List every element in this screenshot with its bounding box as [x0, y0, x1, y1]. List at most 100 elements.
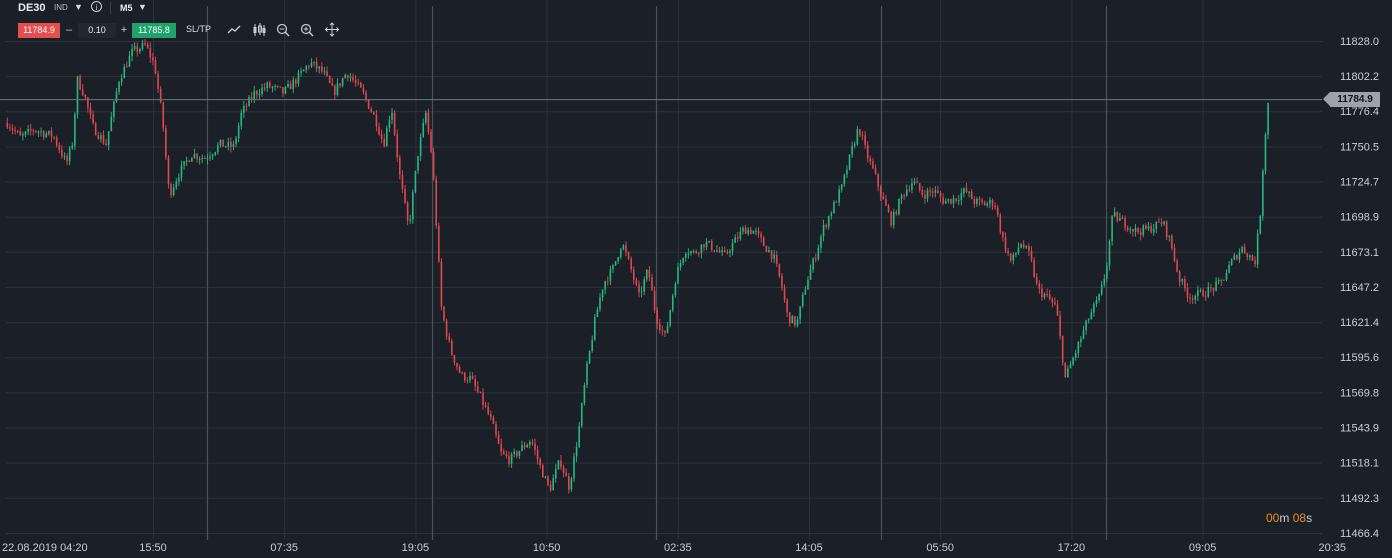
candle	[1087, 318, 1090, 324]
candle	[1171, 234, 1173, 251]
candle	[765, 245, 768, 253]
candle	[1020, 243, 1022, 249]
candle	[81, 83, 84, 96]
candle	[947, 198, 950, 204]
candle	[874, 164, 877, 175]
candle	[809, 264, 812, 280]
candle	[16, 129, 19, 134]
volume-input[interactable]: 0.10	[78, 23, 116, 38]
candle	[37, 130, 40, 137]
candle	[918, 182, 921, 193]
candle	[219, 139, 222, 148]
candle	[939, 190, 942, 203]
volume-increase-button[interactable]: +	[120, 24, 128, 36]
candle	[276, 85, 279, 89]
timeframe-select[interactable]: M5	[120, 3, 133, 13]
candle	[957, 195, 960, 206]
candle	[703, 243, 705, 252]
candle	[35, 130, 37, 134]
candle	[175, 177, 178, 190]
candle	[541, 463, 544, 478]
line-chart-icon[interactable]	[226, 21, 242, 39]
candle	[292, 76, 295, 94]
candle	[996, 204, 999, 217]
candle	[1178, 270, 1181, 287]
candle	[461, 371, 464, 375]
candle	[1082, 325, 1085, 340]
candle	[885, 194, 887, 206]
candle	[656, 307, 658, 330]
candle	[814, 253, 817, 263]
info-icon[interactable]: i	[91, 1, 102, 12]
chart-toolbar: DE30 IND ▼ i M5 ▼ 11784.9 – 0.10 + 11785…	[0, 0, 360, 44]
candle	[994, 202, 996, 210]
candle	[313, 61, 315, 67]
candle	[638, 280, 640, 298]
zoom-out-icon[interactable]	[275, 21, 291, 39]
candle	[1246, 253, 1249, 261]
pan-icon[interactable]	[324, 21, 340, 39]
candle	[263, 82, 266, 92]
candle	[287, 80, 289, 89]
candle	[757, 227, 760, 238]
symbol-name[interactable]: DE30	[18, 2, 46, 14]
candle	[1241, 245, 1243, 254]
candle	[453, 354, 456, 366]
candle	[1220, 278, 1223, 286]
candle	[456, 362, 458, 371]
candle	[970, 189, 973, 200]
sltp-button[interactable]: SL/TP	[186, 24, 212, 34]
candle	[1210, 283, 1212, 293]
candle	[495, 421, 497, 439]
candle	[1108, 239, 1111, 271]
symbol-dropdown-icon[interactable]: ▼	[74, 2, 83, 12]
candle	[965, 183, 968, 194]
y-tick-label: 11673.1	[1340, 247, 1379, 259]
candle	[739, 227, 742, 241]
current-price-tag: 11784.9	[1323, 92, 1380, 108]
candle	[440, 258, 443, 311]
candle	[1124, 215, 1126, 231]
candle	[986, 201, 989, 208]
candle	[1004, 232, 1007, 254]
candle	[1202, 287, 1204, 297]
candle	[1025, 245, 1028, 249]
candle	[152, 52, 154, 66]
candle	[552, 474, 554, 491]
candle	[848, 154, 851, 171]
candle	[747, 226, 749, 236]
candle	[755, 227, 757, 236]
candle	[230, 137, 232, 153]
candles-icon[interactable]	[251, 21, 267, 39]
candle	[567, 472, 570, 494]
x-tick-label: 20:35	[1318, 542, 1346, 554]
candle	[944, 198, 947, 204]
y-tick-label: 11698.9	[1340, 212, 1379, 224]
candle	[32, 128, 35, 136]
candle	[1238, 248, 1241, 264]
candle	[1051, 297, 1054, 308]
candle	[63, 152, 66, 160]
candle	[388, 115, 391, 132]
sell-button[interactable]: 11784.9	[18, 23, 60, 38]
zoom-in-icon[interactable]	[299, 21, 315, 39]
candle	[526, 443, 529, 448]
candle	[1225, 269, 1228, 282]
buy-button[interactable]: 11785.8	[132, 23, 176, 38]
candle	[716, 245, 718, 253]
candle	[827, 215, 830, 230]
candle	[926, 187, 929, 202]
y-tick-label: 11466.4	[1340, 528, 1379, 540]
candle	[419, 133, 422, 161]
y-tick-label: 11802.2	[1340, 71, 1379, 83]
candle	[1085, 319, 1087, 335]
candle	[521, 440, 523, 452]
volume-decrease-button[interactable]: –	[65, 24, 73, 36]
candle	[308, 65, 310, 70]
candle	[1090, 308, 1093, 320]
timeframe-dropdown-icon[interactable]: ▼	[138, 2, 147, 12]
candle	[599, 293, 601, 312]
candle	[778, 263, 781, 278]
candle	[321, 62, 323, 74]
